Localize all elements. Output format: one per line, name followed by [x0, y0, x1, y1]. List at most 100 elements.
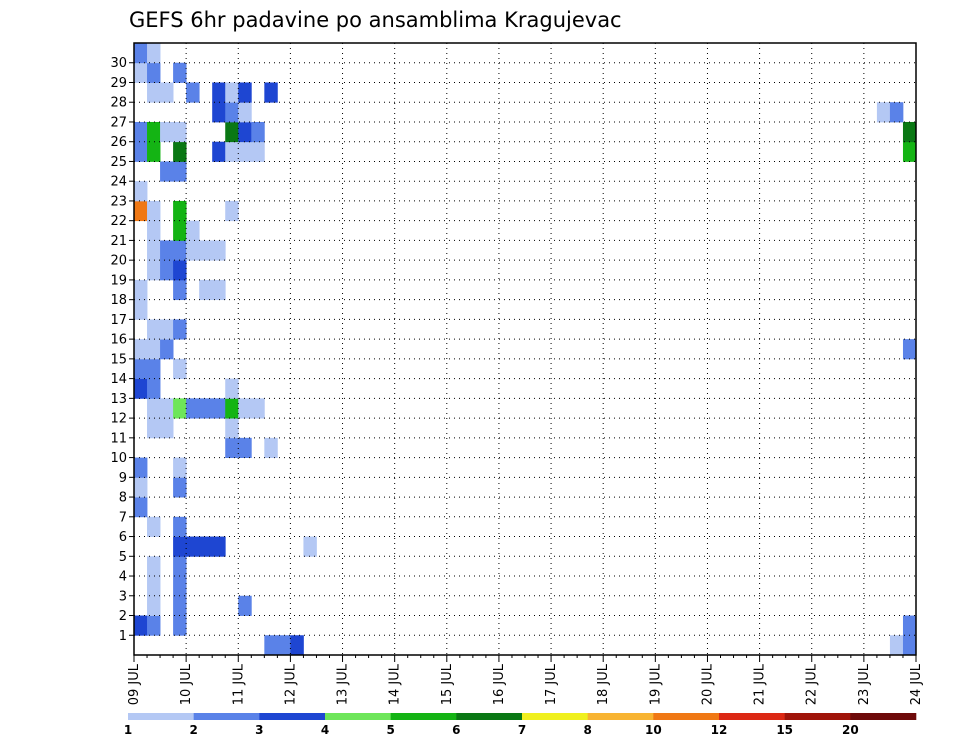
legend-label: 7: [518, 723, 526, 737]
legend-label: 12: [711, 723, 728, 737]
heatmap-cell: [186, 220, 200, 241]
y-tick-label: 15: [110, 352, 127, 367]
heatmap-cell: [173, 260, 187, 281]
heatmap-cell: [290, 635, 304, 656]
x-tick-label: 16 JUL: [492, 663, 507, 705]
heatmap-cell: [134, 121, 148, 143]
y-tick-label: 8: [119, 491, 127, 506]
legend-label: 6: [452, 723, 460, 737]
heatmap-cell: [134, 181, 148, 202]
heatmap-cell: [147, 260, 161, 281]
heatmap-cell: [889, 102, 904, 123]
heatmap-cell: [173, 279, 187, 301]
y-tick-label: 30: [110, 56, 127, 71]
legend-swatch: [653, 713, 720, 720]
y-tick-label: 17: [110, 313, 127, 328]
heatmap-cell: [147, 576, 161, 597]
legend-swatch: [128, 713, 194, 720]
heatmap-cell: [199, 279, 213, 301]
heatmap-cell: [147, 595, 161, 616]
heatmap-cell: [251, 121, 265, 143]
heatmap-cell: [199, 240, 213, 261]
heatmap-cell: [225, 102, 239, 123]
y-tick-label: 19: [110, 273, 127, 288]
x-tick-label: 18 JUL: [596, 663, 611, 705]
legend-swatch: [719, 713, 785, 720]
x-tick-label: 20 JUL: [700, 663, 715, 705]
heatmap-cell: [173, 576, 187, 597]
x-tick-label: 21 JUL: [753, 663, 768, 705]
heatmap-cell: [134, 358, 148, 380]
legend-label: 10: [645, 723, 662, 737]
legend-label: 15: [776, 723, 793, 737]
y-tick-label: 26: [110, 135, 127, 150]
heatmap-cell: [212, 398, 226, 419]
y-tick-label: 24: [110, 175, 127, 190]
heatmap-cell: [238, 102, 252, 123]
x-tick-label: 13 JUL: [336, 663, 351, 705]
heatmap-cell: [186, 536, 200, 557]
y-tick-label: 1: [119, 629, 127, 644]
heatmap-cell: [173, 121, 187, 143]
y-tick-label: 2: [119, 609, 127, 624]
heatmap-cell: [199, 536, 213, 557]
heatmap-cell: [160, 121, 174, 143]
heatmap-cell: [160, 82, 174, 103]
heatmap-cell: [225, 82, 239, 103]
heatmap-cell: [147, 516, 161, 537]
y-tick-label: 5: [119, 550, 127, 565]
heatmap-cell: [212, 141, 226, 162]
legend-label: 8: [583, 723, 591, 737]
y-tick-label: 10: [110, 451, 127, 466]
heatmap-cell: [147, 556, 161, 577]
heatmap-cell: [264, 635, 278, 656]
heatmap-cell: [173, 62, 187, 83]
heatmap-cell: [186, 240, 200, 261]
heatmap-cell: [186, 398, 200, 419]
heatmap-cell: [134, 497, 148, 518]
heatmap-cell: [173, 615, 187, 636]
heatmap-cell: [212, 240, 226, 261]
legend-swatch: [259, 713, 326, 720]
heatmap-cell: [225, 418, 239, 439]
y-tick-label: 9: [119, 471, 127, 486]
heatmap-cell: [277, 635, 291, 656]
heatmap-cell: [147, 43, 161, 64]
heatmap-cell: [173, 161, 187, 182]
heatmap-cell: [173, 200, 187, 222]
y-tick-label: 29: [110, 76, 127, 91]
heatmap-cell: [212, 82, 226, 103]
x-tick-label: 17 JUL: [544, 663, 559, 705]
heatmap-cell: [199, 398, 213, 419]
heatmap-cell: [225, 141, 239, 162]
x-tick-label: 15 JUL: [440, 663, 455, 705]
heatmap-cell: [134, 43, 148, 64]
heatmap-cell: [134, 615, 148, 636]
legend-swatch: [784, 713, 851, 720]
heatmap-cell: [173, 358, 187, 380]
heatmap-cell: [134, 457, 148, 478]
y-tick-label: 16: [110, 333, 127, 348]
heatmap-cell: [147, 358, 161, 380]
heatmap-cell: [251, 398, 265, 419]
heatmap-cell: [134, 279, 148, 301]
y-tick-label: 13: [110, 392, 127, 407]
x-tick-label: 22 JUL: [805, 663, 820, 705]
y-tick-label: 21: [110, 234, 127, 249]
legend-label: 4: [321, 723, 329, 737]
heatmap-cell: [147, 240, 161, 261]
heatmap-cell: [147, 220, 161, 241]
legend-label: 1: [124, 723, 132, 737]
heatmap-cell: [173, 398, 187, 419]
heatmap-cell: [225, 437, 239, 458]
y-tick-label: 4: [119, 570, 127, 585]
heatmap-cell: [160, 339, 174, 360]
heatmap-cell: [225, 378, 239, 399]
legend-swatch: [456, 713, 523, 720]
legend-label: 20: [842, 723, 859, 737]
heatmap-cell: [160, 240, 174, 261]
heatmap-cell: [212, 279, 226, 301]
x-tick-label: 11 JUL: [231, 663, 246, 705]
heatmap-cell: [147, 141, 161, 162]
